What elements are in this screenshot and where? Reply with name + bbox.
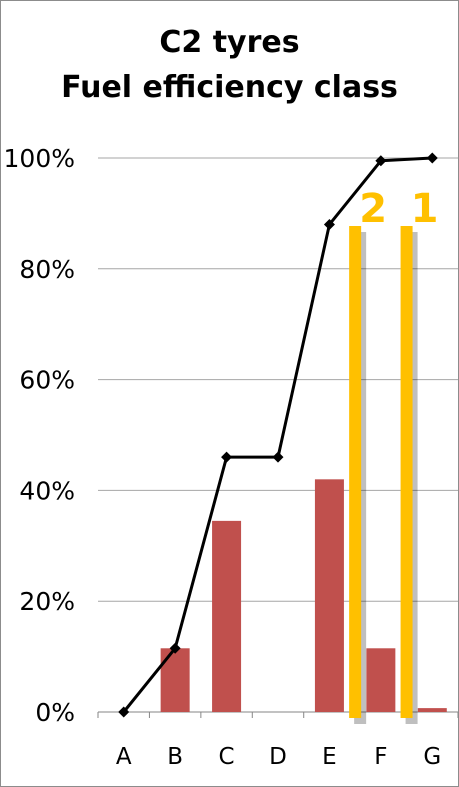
bar xyxy=(417,708,447,712)
chart-title-line-1: C2 tyres xyxy=(159,25,300,60)
line-point xyxy=(272,451,284,463)
y-tick-label: 20% xyxy=(19,587,75,616)
y-tick-label: 40% xyxy=(19,476,75,505)
marker-bar xyxy=(400,226,413,718)
line-point xyxy=(221,451,233,463)
chart-title-line-2: Fuel efficiency class xyxy=(61,70,398,105)
marker-label: 1 xyxy=(411,186,439,232)
y-tick-label: 100% xyxy=(4,144,75,173)
bar xyxy=(366,648,396,712)
bar xyxy=(160,648,190,712)
x-tick-label: G xyxy=(423,744,441,770)
bar xyxy=(212,520,242,712)
x-tick-label: A xyxy=(116,744,132,770)
line-point xyxy=(323,218,335,230)
x-tick-label: E xyxy=(322,744,337,770)
line-point xyxy=(426,152,438,164)
x-tick-label: B xyxy=(167,744,183,770)
marker-label: 2 xyxy=(359,186,387,232)
y-tick-label: 0% xyxy=(35,698,75,727)
marker-bar xyxy=(349,226,362,718)
y-tick-label: 80% xyxy=(19,255,75,284)
line-point xyxy=(118,706,130,718)
bar xyxy=(314,479,344,712)
line-point xyxy=(375,155,387,167)
y-tick-label: 60% xyxy=(19,366,75,395)
x-tick-label: F xyxy=(374,744,387,770)
cumulative-line xyxy=(122,156,433,713)
line-point xyxy=(169,642,181,654)
x-tick-label: C xyxy=(219,744,235,770)
x-tick-label: D xyxy=(269,744,287,770)
